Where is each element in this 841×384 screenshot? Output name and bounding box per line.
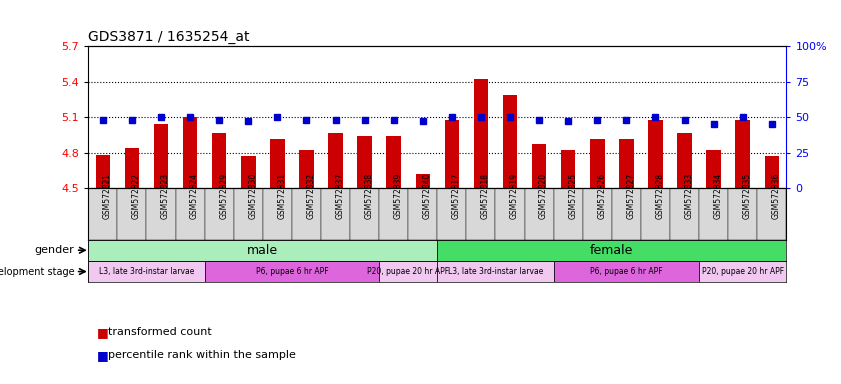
Bar xyxy=(553,188,583,240)
Bar xyxy=(735,119,750,188)
Text: L3, late 3rd-instar larvae: L3, late 3rd-instar larvae xyxy=(98,267,194,276)
Text: GSM572839: GSM572839 xyxy=(394,173,403,219)
Bar xyxy=(154,124,168,188)
Text: female: female xyxy=(590,244,633,257)
Text: GSM572818: GSM572818 xyxy=(481,173,490,219)
Text: percentile rank within the sample: percentile rank within the sample xyxy=(108,350,295,360)
Bar xyxy=(88,188,118,240)
Bar xyxy=(583,188,611,240)
Bar xyxy=(503,95,517,188)
Bar xyxy=(757,188,786,240)
Text: P20, pupae 20 hr APF: P20, pupae 20 hr APF xyxy=(368,267,449,276)
Bar xyxy=(182,117,198,188)
Text: GSM572833: GSM572833 xyxy=(685,173,694,219)
Text: GSM572840: GSM572840 xyxy=(423,173,431,219)
Text: ■: ■ xyxy=(97,349,108,362)
Bar xyxy=(677,132,692,188)
Text: GSM572830: GSM572830 xyxy=(248,173,257,219)
Bar xyxy=(379,188,408,240)
Bar xyxy=(648,119,663,188)
Text: development stage: development stage xyxy=(0,266,74,276)
Text: GSM572835: GSM572835 xyxy=(743,173,752,219)
Text: GSM572828: GSM572828 xyxy=(655,173,664,219)
Bar xyxy=(437,261,553,282)
Bar xyxy=(408,188,437,240)
Bar xyxy=(445,119,459,188)
Text: GSM572817: GSM572817 xyxy=(452,173,461,219)
Text: L3, late 3rd-instar larvae: L3, late 3rd-instar larvae xyxy=(447,267,543,276)
Bar xyxy=(292,188,321,240)
Bar xyxy=(88,240,437,261)
Bar xyxy=(415,174,430,188)
Text: GSM572836: GSM572836 xyxy=(772,173,780,219)
Text: ■: ■ xyxy=(97,326,108,339)
Bar xyxy=(212,132,226,188)
Text: GDS3871 / 1635254_at: GDS3871 / 1635254_at xyxy=(88,30,250,44)
Bar xyxy=(262,188,292,240)
Bar xyxy=(124,148,140,188)
Bar xyxy=(699,261,786,282)
Bar xyxy=(561,151,575,188)
Bar xyxy=(386,136,401,188)
Bar xyxy=(641,188,670,240)
Text: transformed count: transformed count xyxy=(108,327,211,337)
Bar xyxy=(525,188,553,240)
Bar xyxy=(204,188,234,240)
Bar xyxy=(728,188,757,240)
Bar xyxy=(350,188,379,240)
Bar xyxy=(270,139,284,188)
Bar xyxy=(328,132,343,188)
Bar xyxy=(379,261,437,282)
Bar xyxy=(619,139,633,188)
Bar xyxy=(611,188,641,240)
Text: GSM572819: GSM572819 xyxy=(510,173,519,219)
Text: GSM572829: GSM572829 xyxy=(220,173,228,219)
Text: GSM572837: GSM572837 xyxy=(336,173,345,219)
Bar xyxy=(590,139,605,188)
Text: gender: gender xyxy=(34,245,74,255)
Text: P6, pupae 6 hr APF: P6, pupae 6 hr APF xyxy=(256,267,328,276)
Bar xyxy=(437,188,467,240)
Text: GSM572827: GSM572827 xyxy=(627,173,635,219)
Bar xyxy=(764,156,779,188)
Text: GSM572825: GSM572825 xyxy=(569,173,577,219)
Bar xyxy=(234,188,262,240)
Bar xyxy=(495,188,525,240)
Bar xyxy=(706,151,721,188)
Bar xyxy=(553,261,699,282)
Bar xyxy=(204,261,379,282)
Text: P6, pupae 6 hr APF: P6, pupae 6 hr APF xyxy=(590,267,663,276)
Text: male: male xyxy=(247,244,278,257)
Bar xyxy=(88,261,204,282)
Text: P20, pupae 20 hr APF: P20, pupae 20 hr APF xyxy=(701,267,784,276)
Bar xyxy=(118,188,146,240)
Text: GSM572820: GSM572820 xyxy=(539,173,548,219)
Bar xyxy=(357,136,372,188)
Bar xyxy=(241,156,256,188)
Bar xyxy=(473,79,489,188)
Text: GSM572838: GSM572838 xyxy=(365,173,373,219)
Text: GSM572821: GSM572821 xyxy=(103,173,112,219)
Bar xyxy=(670,188,699,240)
Bar xyxy=(467,188,495,240)
Bar xyxy=(321,188,350,240)
Text: GSM572826: GSM572826 xyxy=(597,173,606,219)
Bar xyxy=(176,188,204,240)
Bar xyxy=(146,188,176,240)
Text: GSM572823: GSM572823 xyxy=(161,173,170,219)
Text: GSM572832: GSM572832 xyxy=(306,173,315,219)
Text: GSM572834: GSM572834 xyxy=(714,173,722,219)
Bar xyxy=(96,155,110,188)
Bar xyxy=(699,188,728,240)
Text: GSM572831: GSM572831 xyxy=(278,173,286,219)
Bar xyxy=(299,151,314,188)
Text: GSM572822: GSM572822 xyxy=(132,173,141,219)
Text: GSM572824: GSM572824 xyxy=(190,173,199,219)
Bar xyxy=(532,144,547,188)
Bar xyxy=(437,240,786,261)
